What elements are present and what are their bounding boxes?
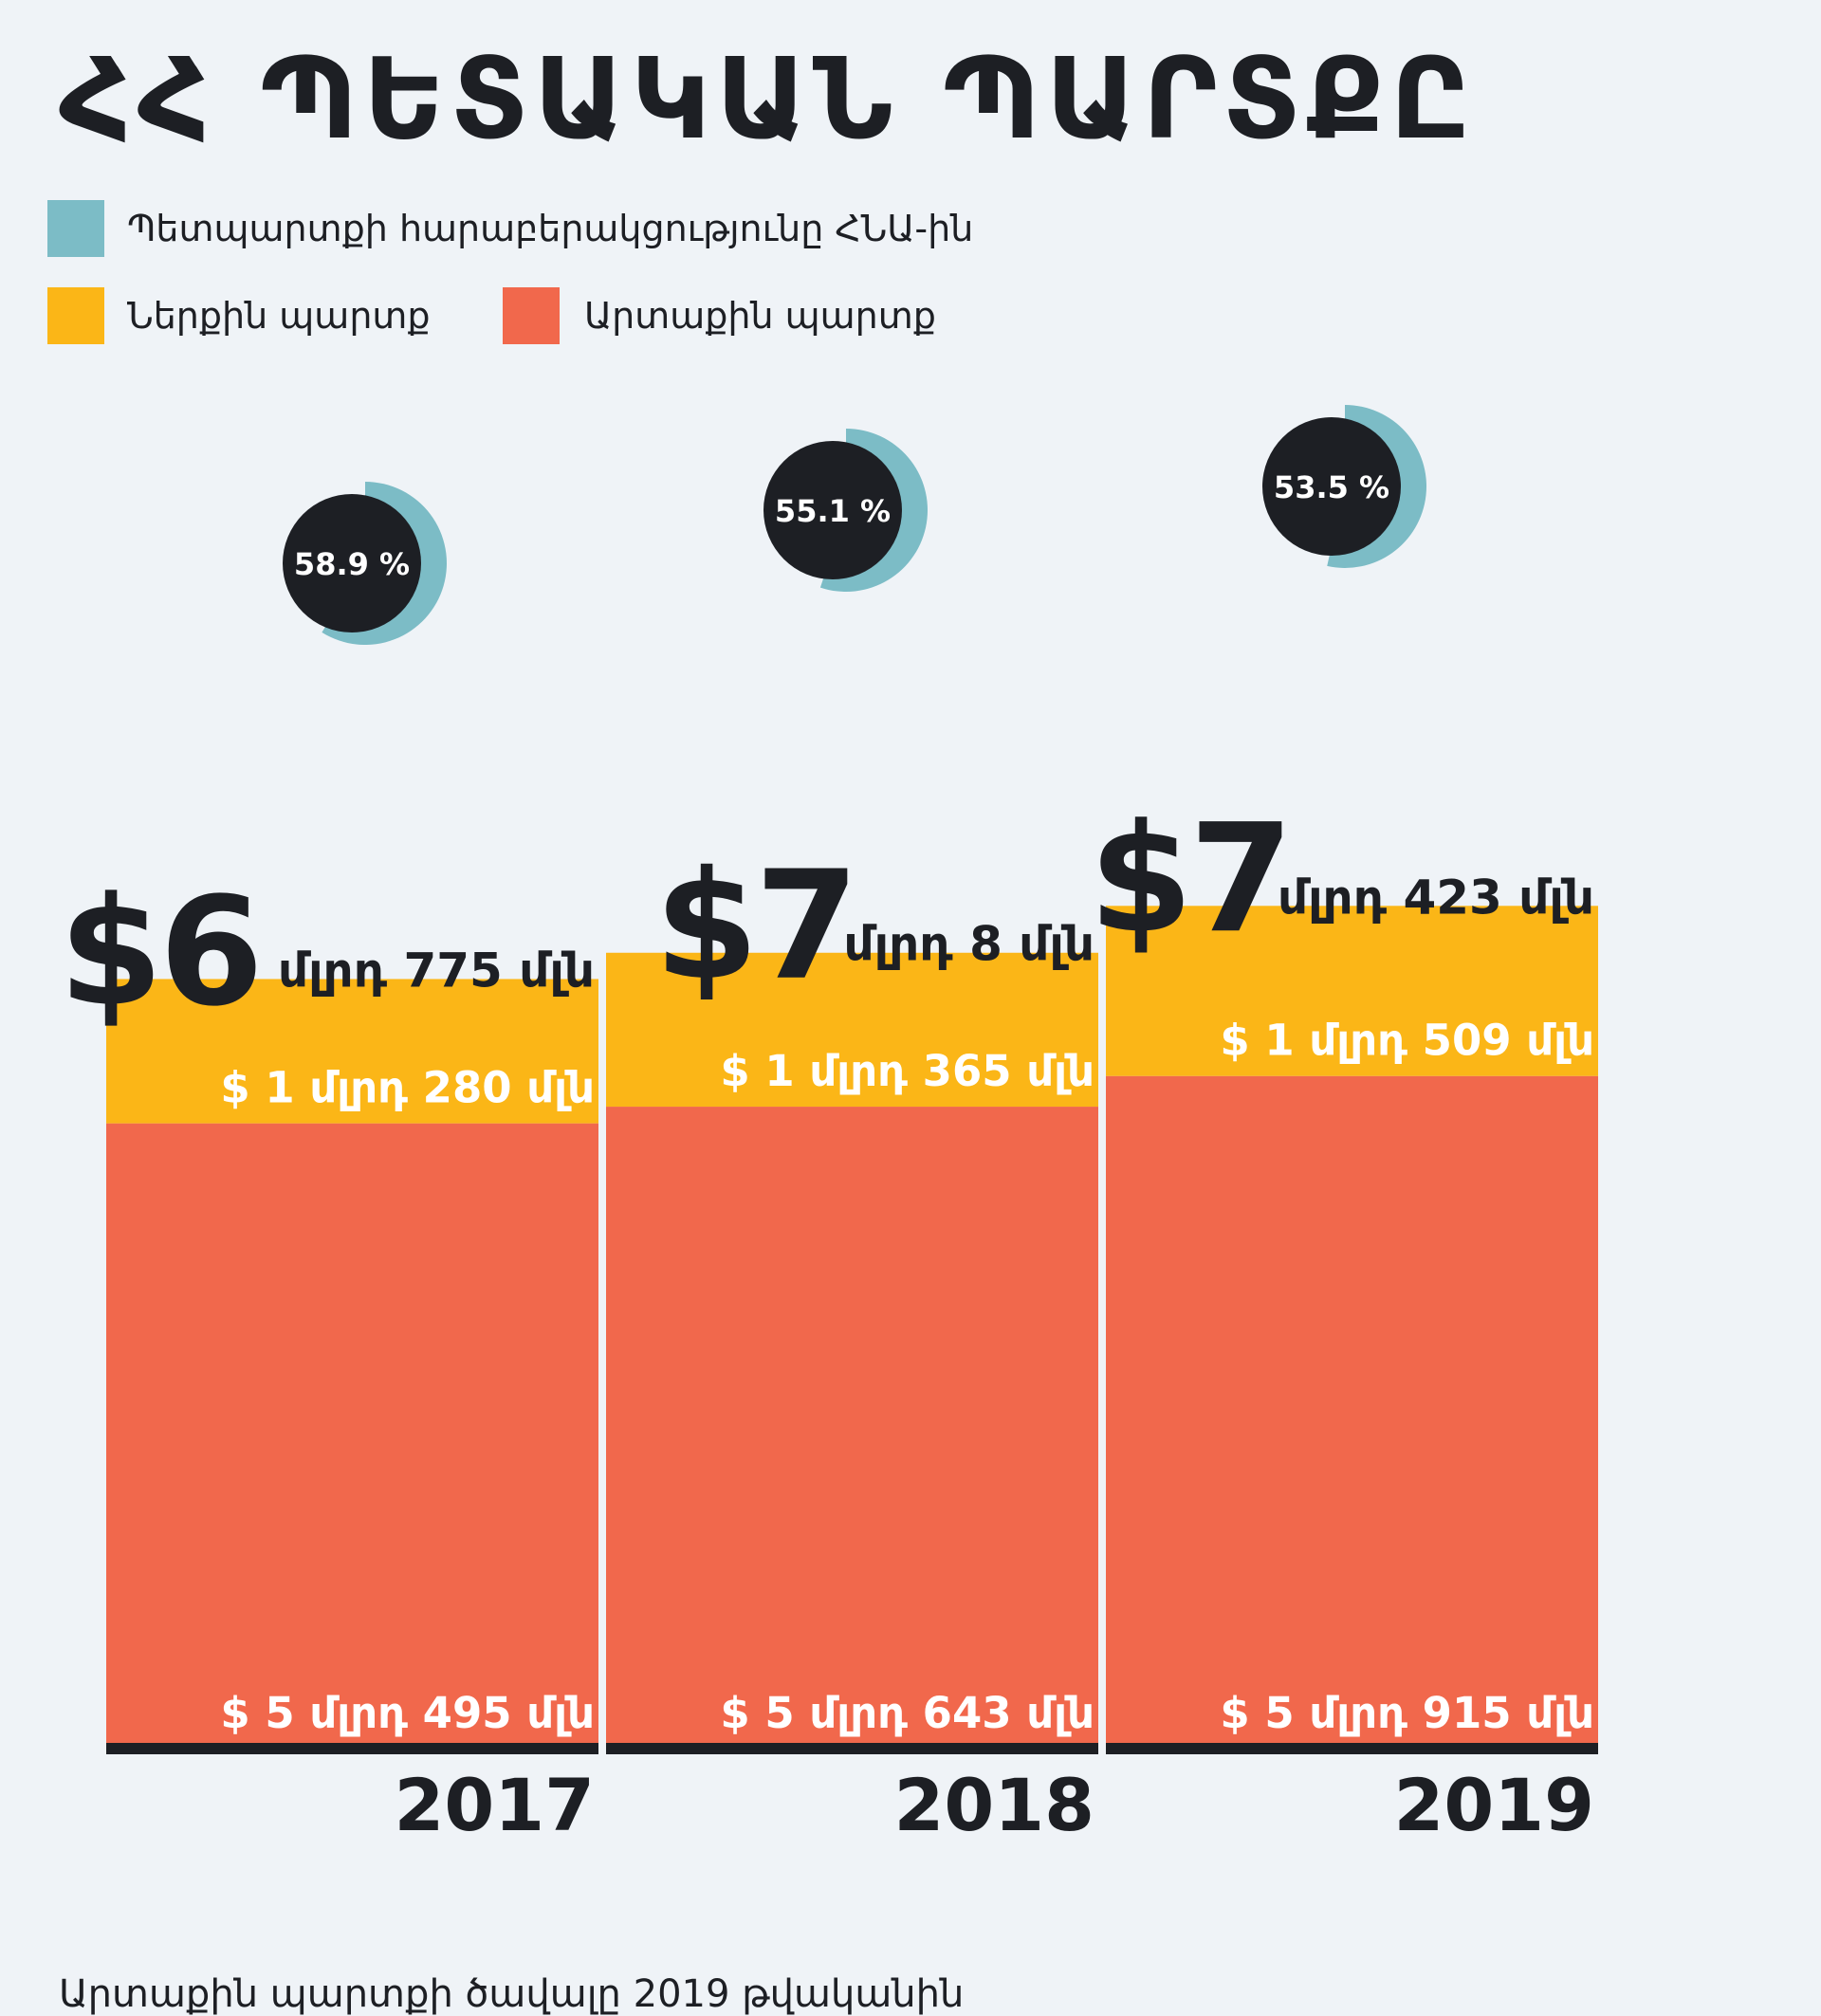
- chart-title: ՀՀ ՊԵՏԱԿԱՆ ՊԱՐՏՔԸ: [59, 33, 1477, 164]
- bar-baseline-2017: [106, 1743, 598, 1754]
- bar-baseline-2018: [606, 1743, 1098, 1754]
- total-small-2018: մլրդ 8 մլն: [844, 917, 1094, 972]
- internal-value-label-2017: $ 1 մլրդ 280 մլն: [220, 1063, 595, 1113]
- gdp-ratio-circle-2019: [1262, 417, 1401, 556]
- external-value-label-2018: $ 5 մլրդ 643 մլն: [720, 1688, 1094, 1738]
- legend-swatch-external: [503, 287, 560, 344]
- gdp-ratio-circle-2018: [763, 441, 902, 579]
- external-value-label-2019: $ 5 մլրդ 915 մլն: [1220, 1688, 1594, 1738]
- year-label-2018: 2018: [893, 1763, 1094, 1847]
- gdp-ratio-label-2018: 55.1 %: [775, 493, 891, 529]
- bar-external-2017: [106, 1123, 598, 1743]
- footnote: Արտաքին պարտքի ծավալը 2019 թվականին: [59, 1972, 965, 2016]
- debt-chart: 2017 $ 5 մլրդ 495 մլն $ 1 մլրդ 280 մլն $6 մլ…: [59, 405, 1598, 1847]
- bar-internal-2017: [106, 979, 598, 1124]
- gdp-ratio-label-2019: 53.5 %: [1274, 469, 1389, 505]
- external-value-label-2017: $ 5 մլրդ 495 մլն: [220, 1688, 595, 1738]
- total-small-2019: մլրդ 423 մլն: [1278, 870, 1594, 925]
- total-big-2018: $7: [654, 839, 855, 1014]
- year-label-2017: 2017: [394, 1763, 595, 1847]
- bar-external-2019: [1106, 1075, 1598, 1743]
- total-big-2017: $6: [59, 865, 260, 1039]
- bar-external-2018: [606, 1107, 1098, 1743]
- bar-internal-2019: [1106, 906, 1598, 1076]
- internal-value-label-2018: $ 1 մլրդ 365 մլն: [720, 1046, 1094, 1096]
- legend-label-external: Արտաքին պարտք: [584, 295, 936, 337]
- legend-label-internal: Ներքին պարտք: [127, 295, 431, 337]
- legend-swatch-internal: [47, 287, 104, 344]
- bar-baseline-2019: [1106, 1743, 1598, 1754]
- internal-value-label-2019: $ 1 մլրդ 509 մլն: [1220, 1016, 1594, 1066]
- gdp-ratio-circle-2017: [283, 494, 421, 632]
- total-small-2017: մլրդ 775 մլն: [278, 943, 595, 998]
- legend-swatch-gdp: [47, 200, 104, 257]
- gdp-ratio-label-2017: 58.9 %: [294, 546, 410, 582]
- bar-internal-2018: [606, 952, 1098, 1108]
- year-label-2019: 2019: [1393, 1763, 1594, 1847]
- total-big-2019: $7: [1089, 792, 1290, 966]
- legend-label-gdp: Պետպարտքի հարաբերակցությունը ՀՆԱ-ին: [127, 208, 974, 249]
